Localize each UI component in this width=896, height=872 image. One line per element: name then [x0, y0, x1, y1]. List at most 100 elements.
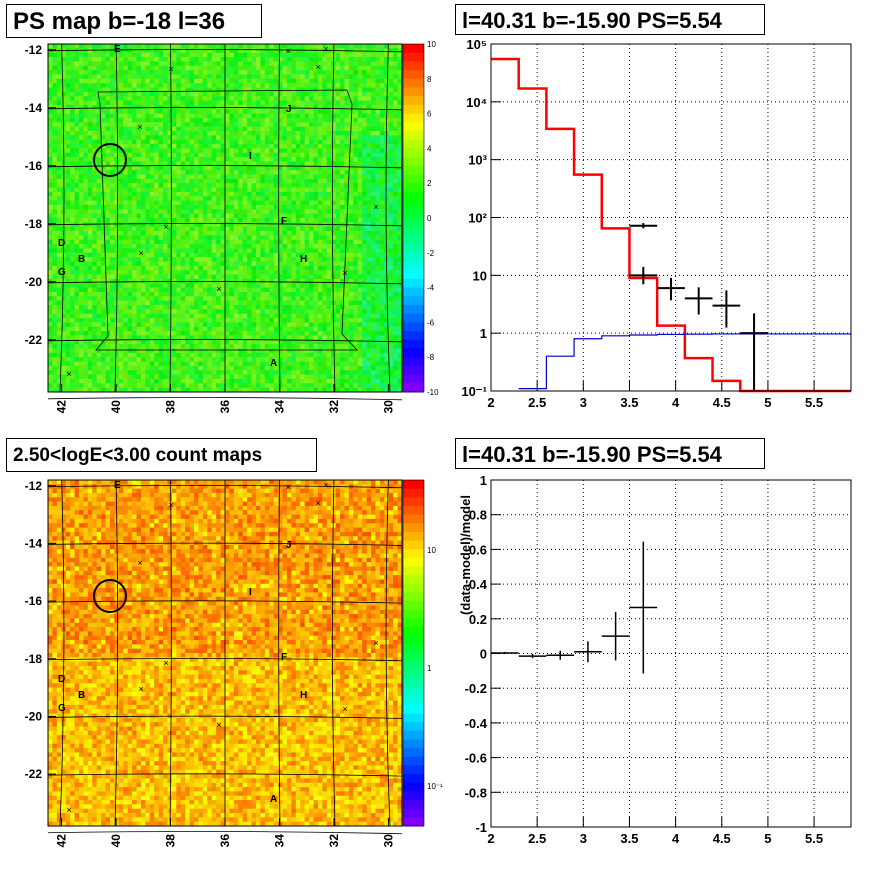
- heatmap-cell: [233, 122, 239, 128]
- heatmap-cell: [295, 187, 301, 193]
- heatmap-cell: [132, 283, 137, 288]
- heatmap-cell: [247, 91, 252, 97]
- heatmap-cell: [282, 200, 288, 206]
- heatmap-cell: [163, 74, 168, 80]
- heatmap-cell: [397, 191, 403, 197]
- heatmap-cell: [291, 104, 297, 110]
- heatmap-cell: [92, 148, 98, 154]
- heatmap-cell: [211, 61, 217, 67]
- heatmap-cell: [317, 65, 323, 71]
- heatmap-cell: [286, 300, 292, 306]
- heatmap-cell: [251, 244, 257, 249]
- heatmap-cell: [278, 178, 283, 184]
- heatmap-cell: [74, 148, 80, 154]
- heatmap-cell: [220, 283, 226, 288]
- heatmap-cell: [87, 204, 93, 210]
- heatmap-cell: [123, 313, 129, 319]
- heatmap-cell: [220, 152, 226, 158]
- heatmap-cell: [180, 296, 186, 302]
- heatmap-cell: [309, 218, 314, 223]
- heatmap-cell: [185, 300, 190, 306]
- heatmap-cell: [216, 261, 221, 267]
- heatmap-cell: [304, 235, 310, 241]
- heatmap-cell: [114, 191, 120, 197]
- heatmap-cell: [154, 83, 160, 88]
- heatmap-cell: [278, 309, 283, 315]
- heatmap-cell: [278, 70, 283, 75]
- heatmap-cell: [242, 261, 248, 267]
- heatmap-cell: [61, 91, 67, 97]
- heatmap-cell: [167, 174, 173, 180]
- heatmap-cell: [379, 57, 385, 62]
- heatmap-cell: [105, 222, 111, 228]
- heatmap-cell: [140, 109, 146, 114]
- heatmap-cell: [371, 309, 376, 315]
- heatmap-cell: [273, 296, 279, 302]
- heatmap-cell: [384, 187, 390, 193]
- heatmap-cell: [348, 283, 354, 288]
- heatmap-cell: [388, 52, 394, 58]
- heatmap-cell: [247, 178, 252, 184]
- heatmap-cell: [92, 231, 98, 236]
- heatmap-cell: [220, 131, 226, 136]
- heatmap-cell: [83, 70, 89, 75]
- heatmap-cell: [189, 57, 195, 62]
- heatmap-cell: [255, 87, 261, 93]
- heatmap-cell: [260, 274, 266, 280]
- heatmap-cell: [132, 183, 137, 188]
- heatmap-cell: [92, 74, 98, 80]
- heatmap-cell: [207, 161, 213, 167]
- heatmap-cell: [194, 174, 199, 180]
- heatmap-cell: [313, 74, 319, 80]
- heatmap-cell: [286, 235, 292, 241]
- heatmap-cell: [185, 313, 190, 319]
- heatmap-cell: [313, 52, 319, 58]
- heatmap-cell: [348, 131, 354, 136]
- heatmap-cell: [163, 52, 168, 58]
- heatmap-cell: [202, 61, 208, 67]
- heatmap-cell: [313, 300, 319, 306]
- heatmap-cell: [65, 309, 71, 315]
- heatmap-cell: [375, 218, 381, 223]
- heatmap-cell: [118, 213, 124, 219]
- heatmap-cell: [326, 218, 332, 223]
- heatmap-cell: [176, 222, 182, 228]
- heatmap-cell: [379, 52, 385, 58]
- heatmap-cell: [335, 113, 341, 119]
- heatmap-cell: [238, 152, 244, 158]
- heatmap-cell: [371, 200, 376, 206]
- heatmap-cell: [163, 96, 168, 101]
- heatmap-cell: [83, 305, 89, 310]
- heatmap-cell: [393, 270, 398, 275]
- heatmap-cell: [317, 148, 323, 154]
- heatmap-cell: [109, 178, 115, 184]
- heatmap-cell: [118, 218, 124, 223]
- heatmap-cell: [366, 78, 372, 84]
- heatmap-cell: [322, 183, 328, 188]
- heatmap-cell: [260, 139, 266, 145]
- heatmap-cell: [70, 74, 75, 80]
- heatmap-cell: [242, 248, 248, 254]
- heatmap-cell: [78, 104, 84, 110]
- heatmap-cell: [127, 226, 133, 232]
- heatmap-cell: [96, 109, 102, 114]
- heatmap-cell: [295, 87, 301, 93]
- heatmap-cell: [127, 261, 133, 267]
- heatmap-cell: [317, 244, 323, 249]
- heatmap-cell: [158, 226, 164, 232]
- heatmap-cell: [207, 178, 213, 184]
- heatmap-cell: [260, 248, 266, 254]
- heatmap-cell: [357, 122, 363, 128]
- heatmap-cell: [56, 122, 62, 128]
- heatmap-cell: [167, 61, 173, 67]
- heatmap-cell: [264, 170, 270, 175]
- heatmap-cell: [282, 48, 288, 54]
- heatmap-cell: [295, 113, 301, 119]
- heatmap-cell: [87, 191, 93, 197]
- heatmap-cell: [273, 157, 279, 162]
- heatmap-cell: [344, 231, 350, 236]
- heatmap-cell: [74, 274, 80, 280]
- heatmap-cell: [326, 300, 332, 306]
- heatmap-cell: [123, 148, 129, 154]
- heatmap-cell: [375, 252, 381, 258]
